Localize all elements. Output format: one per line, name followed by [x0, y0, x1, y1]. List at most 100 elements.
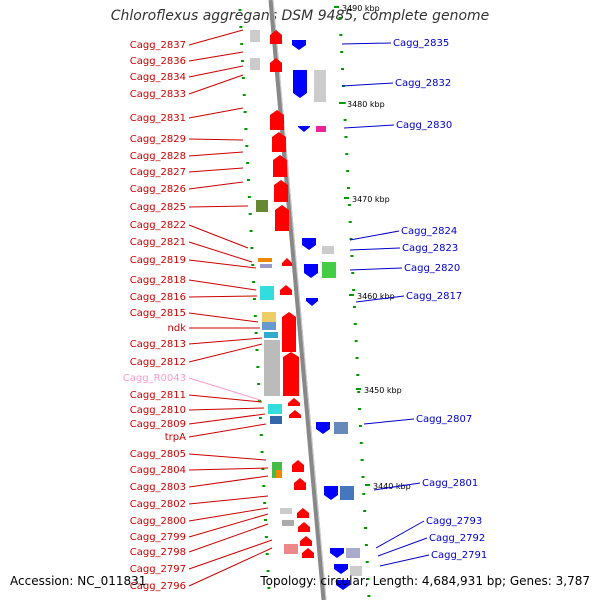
leader-line [188, 51, 244, 62]
gene-label: Cagg_2797 [130, 564, 186, 575]
forward-gene-arrow [280, 285, 292, 295]
genome-backbone-highlight [272, 0, 327, 600]
leader-line [373, 482, 421, 491]
gene-label: Cagg_R0043 [123, 373, 186, 384]
gene-annotation-block [284, 544, 298, 554]
gene-label: Cagg_2835 [393, 38, 449, 49]
forward-gene-arrow [297, 508, 309, 518]
leader-line [188, 224, 249, 249]
gene-label: Cagg_2803 [130, 482, 186, 493]
gene-annotation-block [264, 332, 278, 338]
gene-label: Cagg_2810 [130, 405, 186, 416]
gene-label: Cagg_2820 [404, 263, 460, 274]
reverse-gene-arrow [293, 70, 307, 98]
gene-label: Cagg_2815 [130, 308, 186, 319]
reverse-gene-arrow [334, 564, 348, 574]
leader-line [188, 539, 273, 570]
gene-label: Cagg_2807 [416, 414, 472, 425]
leader-line [188, 547, 273, 587]
gene-label: Cagg_2792 [429, 533, 485, 544]
gene-annotation-block [334, 422, 348, 434]
forward-gene-arrow [292, 460, 304, 472]
gene-label: Cagg_2791 [431, 550, 487, 561]
gene-label: Cagg_2828 [130, 151, 186, 162]
leader-line [341, 82, 394, 87]
forward-gene-arrow [300, 536, 312, 546]
gene-annotation-block [340, 486, 354, 500]
leader-line [355, 295, 405, 303]
leader-line [188, 29, 244, 46]
leader-line [188, 394, 263, 403]
gene-label: Cagg_2827 [130, 167, 186, 178]
genome-summary: Topology: circular; Length: 4,684,931 bp… [260, 574, 590, 588]
gene-label: Cagg_2834 [130, 72, 186, 83]
leader-line [188, 151, 244, 157]
gene-label: Cagg_2793 [426, 516, 482, 527]
kbp-label: 3440 kbp [373, 482, 411, 491]
gene-label: Cagg_2830 [396, 120, 452, 131]
gene-annotation-block [258, 258, 272, 262]
gene-label: Cagg_2800 [130, 516, 186, 527]
gene-label: Cagg_2836 [130, 56, 186, 67]
leader-line [349, 247, 401, 251]
forward-gene-arrow [273, 155, 287, 177]
leader-line [188, 107, 244, 119]
gene-label: Cagg_2829 [130, 134, 186, 145]
kbp-label: 3480 kbp [347, 100, 385, 109]
gene-label: Cagg_2796 [130, 581, 186, 592]
leader-line [349, 230, 400, 241]
gene-annotation-block [316, 126, 326, 132]
leader-line [188, 74, 244, 95]
forward-gene-arrow [302, 548, 314, 558]
kbp-label: 3450 kbp [364, 386, 402, 395]
gene-annotation-block [260, 286, 274, 300]
gene-label: Cagg_2818 [130, 275, 186, 286]
gene-annotation-block [346, 548, 360, 558]
accession-label: Accession: NC_011831 [10, 574, 147, 588]
genome-title: Chloroflexus aggregans DSM 9485, complet… [110, 8, 490, 24]
leader-line [188, 413, 266, 425]
forward-gene-arrow [270, 30, 282, 44]
leader-line [188, 337, 263, 345]
gene-label: Cagg_2821 [130, 237, 186, 248]
gene-label: Cagg_2805 [130, 449, 186, 460]
leader-line [188, 343, 263, 363]
forward-gene-arrow [298, 522, 310, 532]
gene-label: ndk [168, 323, 187, 334]
leader-line [188, 453, 267, 461]
gene-label: Cagg_2823 [402, 243, 458, 254]
forward-gene-arrow [275, 205, 289, 231]
forward-gene-arrow [283, 352, 299, 396]
genome-backbone [268, 0, 327, 600]
leader-line [375, 520, 425, 549]
leader-line [379, 554, 430, 567]
leader-line [188, 241, 253, 263]
reverse-gene-arrow [330, 548, 344, 558]
gene-label: Cagg_2804 [130, 465, 186, 476]
gene-label: Cagg_2798 [130, 547, 186, 558]
gene-label: Cagg_2799 [130, 532, 186, 543]
forward-gene-arrow [294, 478, 306, 490]
leader-line [188, 467, 269, 471]
leader-line [349, 267, 403, 271]
gene-annotation-block [276, 470, 282, 478]
forward-gene-arrow [270, 110, 284, 130]
leader-line [188, 138, 244, 141]
leader-line [188, 279, 257, 291]
gene-label: Cagg_2826 [130, 184, 186, 195]
reverse-gene-arrow [304, 264, 318, 278]
gene-label: Cagg_2817 [406, 291, 462, 302]
forward-gene-arrow [282, 258, 292, 266]
gene-label: Cagg_2825 [130, 202, 186, 213]
leader-line [188, 377, 261, 401]
forward-gene-arrow [274, 180, 288, 202]
gene-annotation-block [256, 200, 268, 212]
gene-label: Cagg_2822 [130, 220, 186, 231]
forward-gene-arrow [270, 58, 282, 72]
leader-line [341, 42, 392, 45]
reverse-gene-arrow [336, 580, 350, 590]
leader-line [188, 495, 269, 505]
gene-annotation-block [322, 246, 334, 254]
gene-annotation-block [262, 312, 276, 322]
